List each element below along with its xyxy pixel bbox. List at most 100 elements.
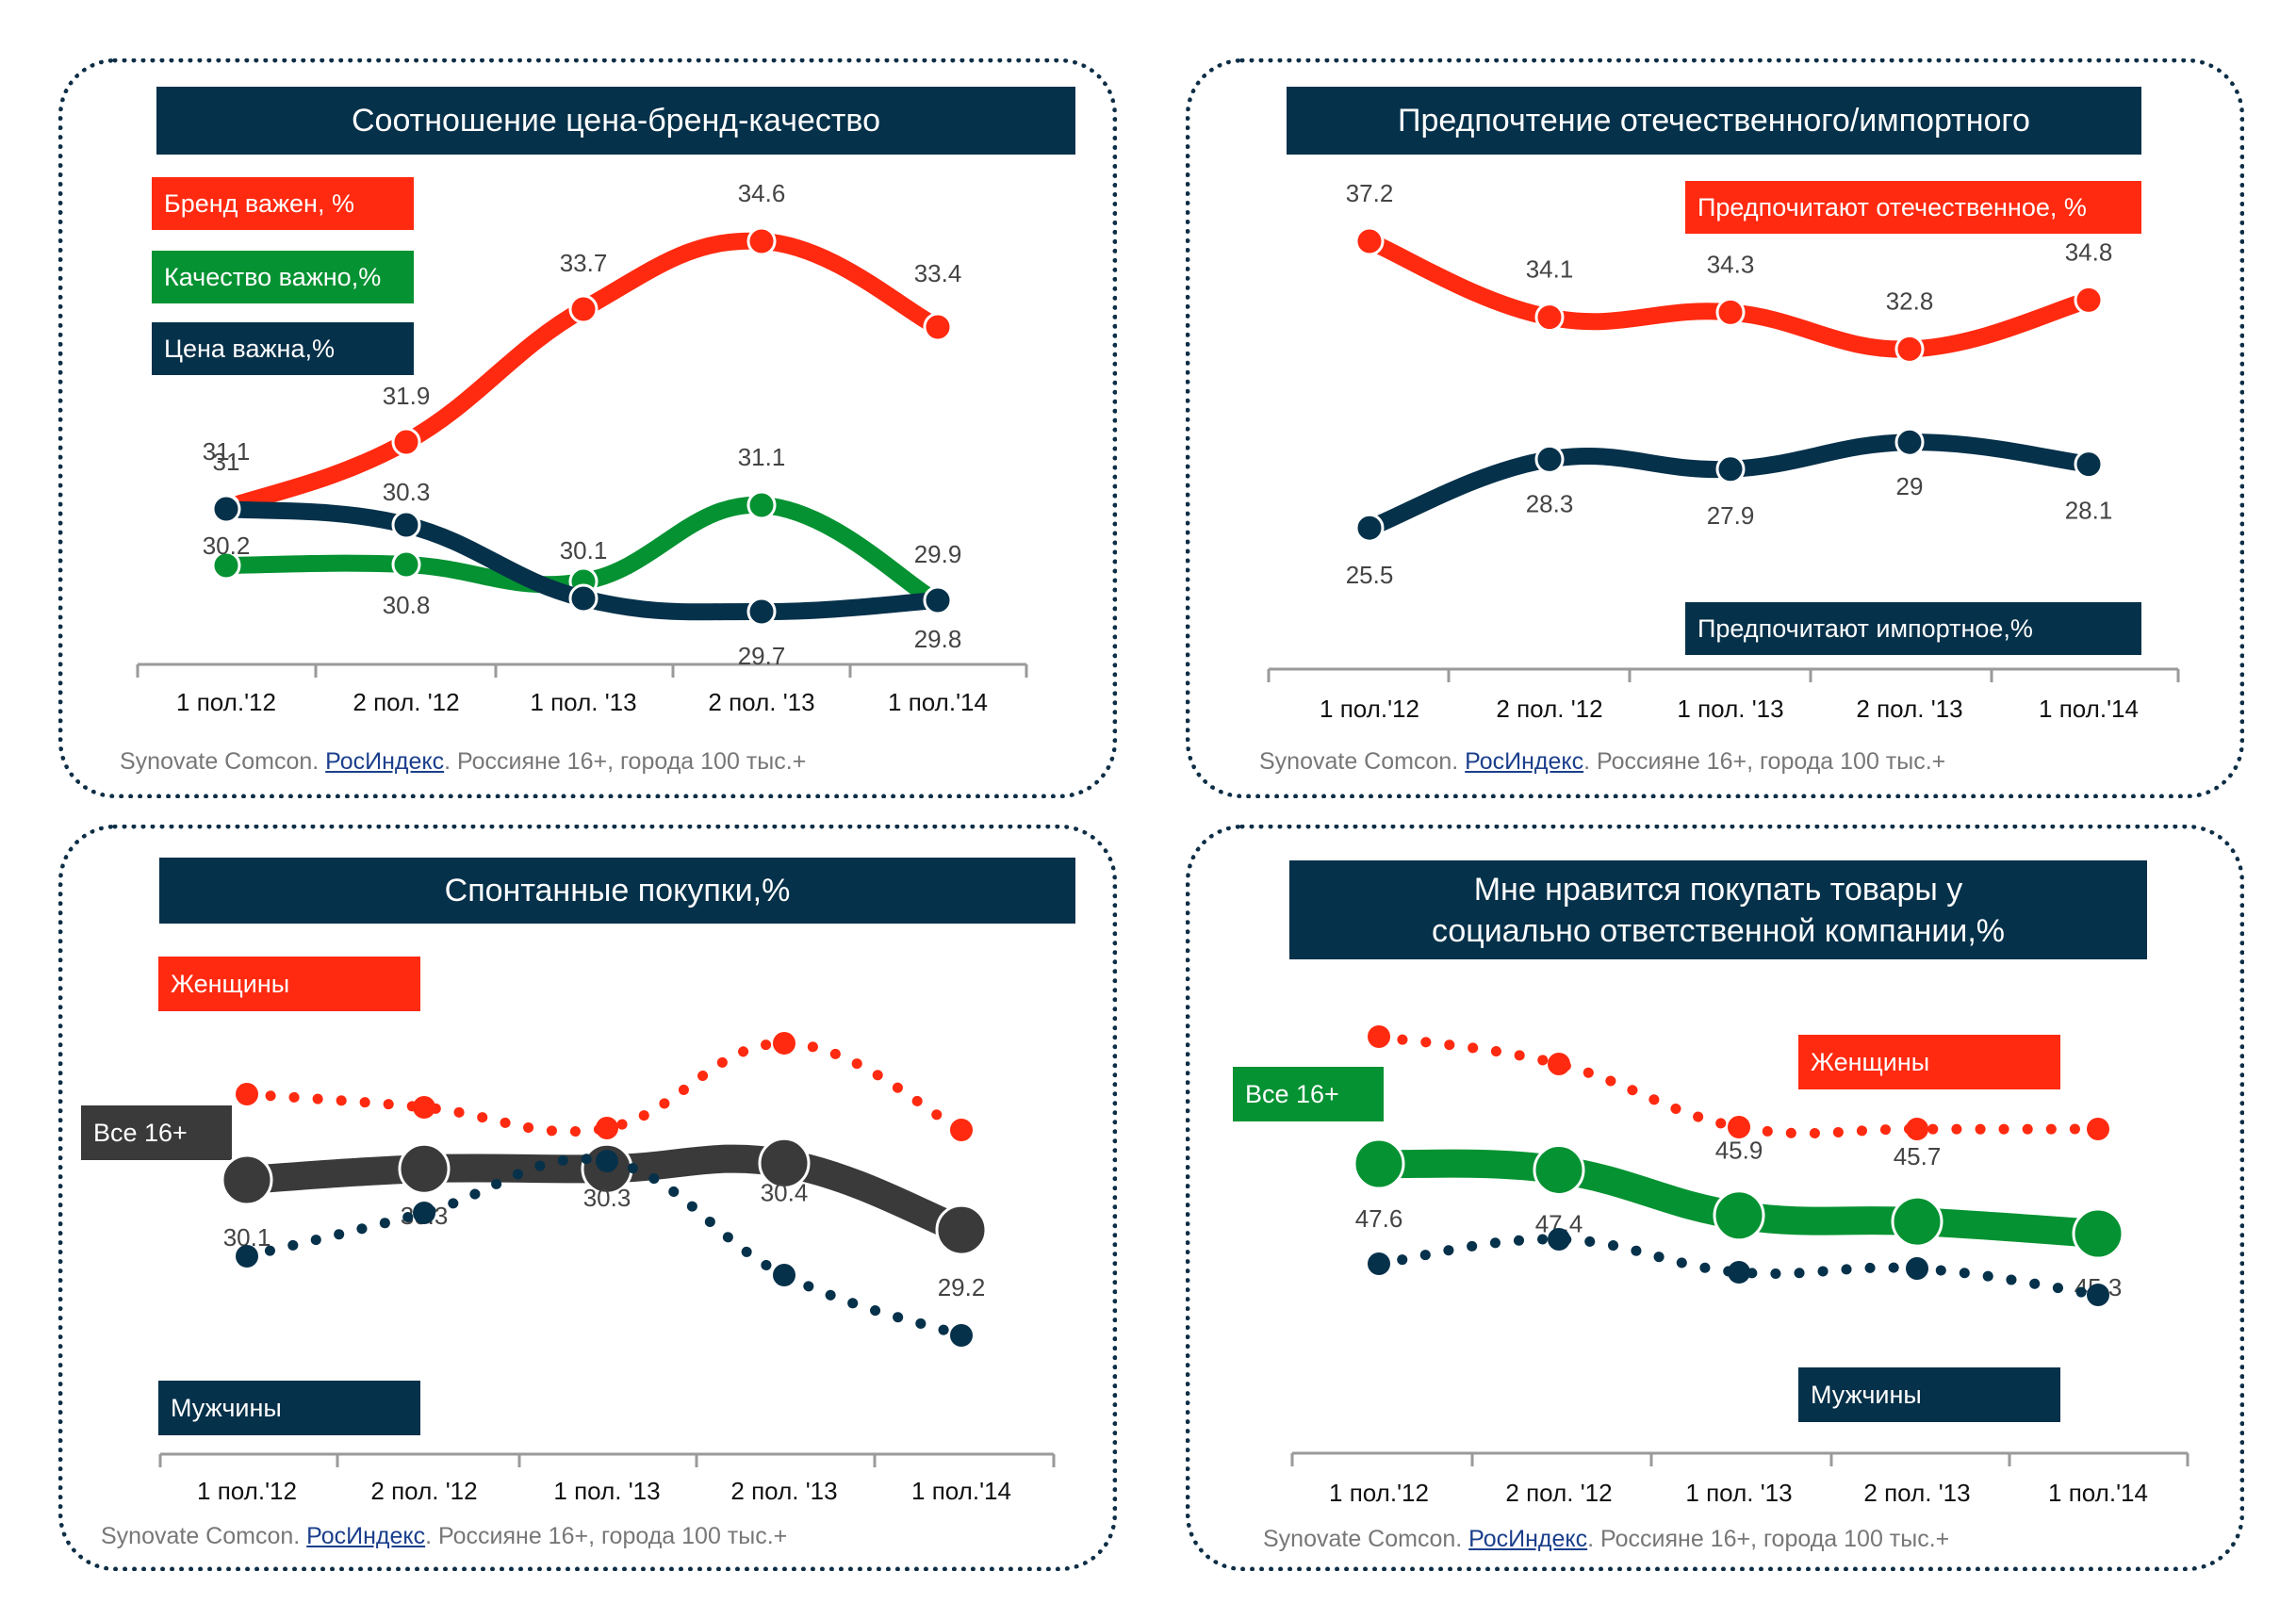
data-label: 34.1 — [1526, 255, 1574, 284]
data-label: 45.7 — [1894, 1142, 1942, 1170]
chart-title: Мне нравится покупать товары у социально… — [1289, 860, 2147, 959]
data-point — [1548, 1228, 1570, 1251]
source-suffix: . Россияне 16+, города 100 тыс.+ — [1587, 1526, 1950, 1552]
panel-frame — [58, 825, 1117, 1571]
source-prefix: Synovate Comcon. — [101, 1523, 307, 1549]
source-note: Synovate Comcon. РосИндекс. Россияне 16+… — [101, 1523, 787, 1550]
series-2 — [211, 494, 953, 627]
data-point — [1368, 1025, 1390, 1048]
data-point — [1534, 303, 1565, 333]
panel-frame — [1186, 825, 2244, 1571]
data-point — [1906, 1257, 1928, 1280]
x-tick-label: 1 пол. '13 — [530, 688, 636, 716]
chart-plot: 1 пол.'12 2 пол. '12 1 пол. '13 2 пол. '13 1… — [1267, 179, 2180, 723]
data-point — [568, 294, 599, 324]
data-point — [935, 1203, 988, 1256]
data-point — [1353, 1137, 1405, 1190]
data-label: 37.2 — [1346, 179, 1394, 207]
data-point — [596, 1150, 618, 1172]
data-point — [746, 490, 777, 520]
data-label: 28.3 — [1526, 489, 1574, 517]
data-label: 34.3 — [1707, 250, 1755, 278]
data-point — [1354, 226, 1385, 256]
legend-women: Женщины — [158, 957, 420, 1011]
source-link[interactable]: РосИндекс — [325, 748, 445, 775]
x-tick-label: 2 пол. '12 — [353, 688, 459, 716]
chart-panel-domestic-import: Предпочтение отечественного/импортного П… — [1186, 58, 2244, 798]
chart-title-text: Мне нравится покупать товары у социально… — [1431, 871, 2006, 949]
x-tick-label: 1 пол. '13 — [1685, 1479, 1792, 1507]
source-suffix: . Россияне 16+, города 100 тыс.+ — [1583, 748, 1946, 775]
chart-title: Предпочтение отечественного/импортного — [1287, 87, 2141, 155]
data-point — [2087, 1118, 2109, 1140]
data-point — [2087, 1284, 2109, 1306]
data-label: 27.9 — [1707, 501, 1755, 530]
x-tick-label: 2 пол. '13 — [1856, 695, 1962, 723]
data-label: 33.7 — [560, 249, 608, 277]
source-link[interactable]: РосИндекс — [1468, 1526, 1588, 1552]
x-tick-label: 1 пол. '13 — [553, 1477, 660, 1505]
source-prefix: Synovate Comcon. — [120, 748, 326, 775]
data-label: 30.2 — [203, 532, 251, 560]
x-tick-label: 1 пол.'12 — [1329, 1479, 1429, 1507]
data-point — [773, 1264, 795, 1286]
data-label: 34.6 — [738, 179, 786, 207]
data-point — [1715, 454, 1746, 484]
x-tick-label: 1 пол.'14 — [911, 1477, 1011, 1505]
legend-price: Цена важна,% — [152, 322, 414, 375]
x-tick-label: 1 пол.'14 — [2048, 1479, 2148, 1507]
data-label: 47.6 — [1355, 1204, 1403, 1233]
series-2 — [1368, 1228, 2109, 1306]
data-point — [596, 1117, 618, 1139]
data-point — [236, 1245, 258, 1268]
x-tick-label: 1 пол.'12 — [197, 1477, 297, 1505]
data-point — [391, 427, 421, 457]
data-label: 31.9 — [383, 382, 431, 410]
data-label: 31.1 — [738, 443, 786, 471]
data-point — [1534, 444, 1565, 474]
legend-brand: Бренд важен, % — [152, 177, 414, 230]
series-line — [1373, 1234, 2104, 1301]
data-label: 25.5 — [1346, 561, 1394, 589]
chart-title-text: Спонтанные покупки,% — [444, 873, 791, 908]
data-label: 29.7 — [738, 642, 786, 670]
x-tick-label: 2 пол. '13 — [1863, 1479, 1970, 1507]
data-label: 29 — [1896, 472, 1924, 500]
data-point — [413, 1202, 435, 1224]
data-point — [758, 1137, 811, 1189]
data-label: 30.3 — [383, 478, 431, 506]
data-point — [211, 494, 241, 524]
data-point — [950, 1119, 973, 1141]
legend-women: Женщины — [1798, 1035, 2060, 1089]
data-point — [1548, 1053, 1570, 1075]
chart-title: Спонтанные покупки,% — [159, 858, 1075, 924]
chart-plot: 1 пол.'12 2 пол. '12 1 пол. '13 2 пол. '13 1… — [136, 179, 1028, 716]
data-point — [1894, 427, 1925, 457]
series-line — [241, 1038, 967, 1137]
data-point — [923, 312, 953, 342]
data-point — [1713, 1189, 1765, 1242]
data-point — [236, 1083, 258, 1105]
data-point — [398, 1142, 451, 1195]
source-link[interactable]: РосИндекс — [1465, 748, 1584, 775]
data-point — [1894, 334, 1925, 364]
data-point — [923, 585, 953, 615]
chart-panel-price-brand-quality: Соотношение цена-бренд-качество Бренд ва… — [58, 58, 1117, 798]
data-label: 30.1 — [560, 536, 608, 565]
legend-import: Предпочитают импортное,% — [1685, 602, 2141, 655]
data-point — [2074, 450, 2104, 480]
chart-panel-social-responsibility: Мне нравится покупать товары у социально… — [1186, 825, 2244, 1571]
series-line — [1373, 1031, 2104, 1139]
x-tick-label: 1 пол.'14 — [888, 688, 988, 716]
source-link[interactable]: РосИндекс — [306, 1523, 426, 1549]
series-1 — [1354, 427, 2104, 543]
series-line — [218, 232, 946, 516]
x-tick-label: 2 пол. '12 — [1496, 695, 1602, 723]
data-label: 32.8 — [1886, 286, 1934, 315]
data-point — [1906, 1118, 1928, 1140]
chart-title: Соотношение цена-бренд-качество — [156, 87, 1075, 155]
data-label: 31.1 — [203, 437, 251, 466]
legend-domestic: Предпочитают отечественное, % — [1685, 181, 2141, 234]
x-tick-label: 2 пол. '12 — [370, 1477, 477, 1505]
legend-men: Мужчины — [158, 1381, 420, 1435]
